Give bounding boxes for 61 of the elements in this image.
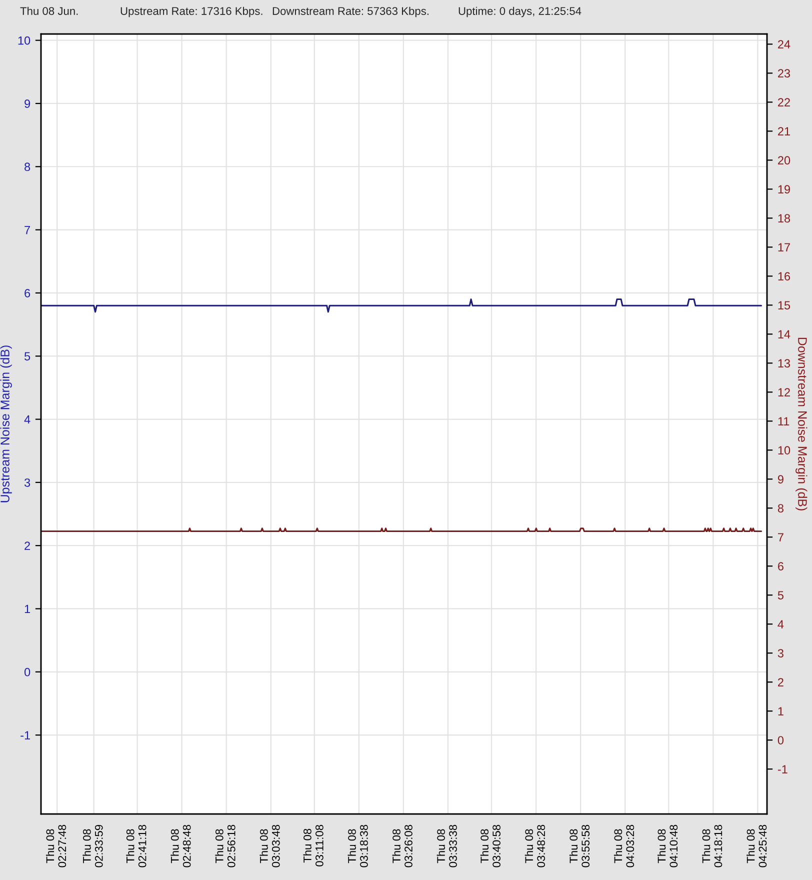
y-tick-label: 7: [24, 226, 30, 234]
x-tick-label: Thu 08 04:03:28: [614, 824, 634, 868]
y2-tick-label: 12: [778, 388, 790, 396]
chart-title: Thu 08 Jun.: [20, 6, 78, 15]
y-tick-label: 8: [24, 162, 30, 172]
y-axis-title: Upstream Noise Margin (dB): [0, 346, 12, 502]
y-tick-label: 10: [18, 36, 30, 45]
y2-tick-label: 9: [778, 475, 784, 484]
x-tick-label: Thu 08 03:33:38: [436, 824, 457, 868]
text: Upstream Rate: 17316 Kbps.: [120, 6, 262, 18]
y2-tick-label: 11: [778, 417, 790, 426]
y2-tick-label: 20: [778, 156, 790, 165]
y2-tick-label: 1: [778, 707, 784, 716]
y-tick-label: 3: [24, 478, 30, 487]
y2-tick-label: 5: [778, 591, 784, 600]
y-tick-label: 2: [24, 542, 30, 550]
y-tick-label: 9: [24, 100, 30, 108]
y2-tick-label: 17: [778, 243, 790, 252]
x-tick-label: Thu 08 02:41:18: [126, 824, 146, 868]
x-tick-label: Thu 08 02:33:59: [82, 824, 103, 868]
y2-tick-label: 23: [778, 69, 790, 78]
x-tick-label: Thu 08 04:18:18: [702, 824, 722, 868]
x-tick-label: Thu 08 02:56:18: [215, 824, 236, 868]
y-tick-label: 4: [24, 415, 30, 424]
y2-axis-title: Downstream Noise Margin (dB): [796, 338, 808, 510]
y2-tick-label: 6: [778, 562, 784, 570]
text: Downstream Rate: 57363 Kbps.: [272, 6, 428, 18]
y-tick-label: -1: [20, 731, 30, 740]
y2-tick-label: 19: [778, 185, 790, 194]
y2-tick-label: 18: [778, 214, 790, 223]
x-tick-label: Thu 08 03:18:38: [348, 824, 368, 868]
y-tick-label: 6: [24, 288, 30, 298]
x-tick-label: Thu 08 03:26:08: [392, 824, 412, 868]
y2-tick-label: 16: [778, 272, 790, 281]
y2-tick-label: 10: [778, 446, 790, 454]
x-tick-label: Thu 08 04:25:48: [746, 824, 767, 868]
y2-tick-label: 24: [778, 40, 790, 48]
y2-tick-label: 22: [778, 98, 790, 106]
y-tick-label: 5: [24, 352, 30, 360]
y2-tick-label: -1: [778, 765, 788, 774]
y2-tick-label: 2: [778, 678, 784, 686]
x-tick-label: Thu 08 02:27:48: [46, 824, 66, 868]
text: Uptime: 0 days, 21:25:54: [458, 6, 582, 18]
y2-tick-label: 14: [778, 330, 790, 338]
y2-tick-label: 13: [778, 359, 790, 368]
y2-tick-label: 0: [778, 736, 784, 744]
x-tick-label: Thu 08 03:11:08: [303, 824, 324, 866]
y2-tick-label: 15: [778, 301, 790, 310]
x-tick-label: Thu 08 03:55:58: [569, 824, 590, 868]
x-tick-label: Thu 08 03:48:28: [524, 824, 546, 868]
y2-tick-label: 7: [778, 533, 784, 542]
y-tick-label: 1: [24, 604, 30, 614]
x-tick-label: Thu 08 02:48:48: [170, 824, 191, 868]
x-tick-label: Thu 08 03:03:48: [260, 824, 280, 868]
y-tick-label: 0: [24, 668, 30, 676]
x-tick-label: Thu 08 03:40:58: [480, 824, 500, 868]
y2-tick-label: 8: [778, 504, 784, 512]
y2-tick-label: 21: [778, 127, 790, 136]
x-tick-label: Thu 08 04:10:48: [657, 824, 678, 868]
y2-tick-label: 4: [778, 620, 784, 628]
y2-tick-label: 3: [778, 649, 784, 658]
